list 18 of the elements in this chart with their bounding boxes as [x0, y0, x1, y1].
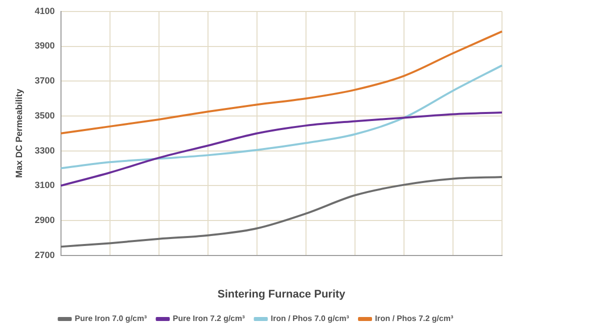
- legend-label: Pure Iron 7.0 g/cm³: [74, 314, 148, 324]
- y-tick-label: 3700: [34, 76, 55, 86]
- x-axis-title: Sintering Furnace Purity: [218, 288, 346, 300]
- legend-label: Iron / Phos 7.2 g/cm³: [375, 314, 454, 324]
- line-series: [60, 176, 503, 248]
- y-tick-label: 4100: [34, 6, 55, 16]
- y-tick-label: 2900: [34, 215, 55, 226]
- y-axis-title: Max DC Permeability: [14, 88, 24, 178]
- y-tick-label: 3500: [34, 110, 55, 120]
- y-tick-label: 2700: [34, 250, 55, 260]
- line-series: [60, 30, 503, 134]
- y-tick-label: 3900: [34, 40, 55, 51]
- y-tick-label: 3100: [34, 180, 55, 190]
- legend-label: Pure Iron 7.2 g/cm³: [172, 314, 246, 324]
- line-series: [60, 111, 503, 187]
- line-series: [60, 64, 503, 170]
- legend-label: Iron / Phos 7.0 g/cm³: [270, 314, 350, 324]
- y-tick-label: 3300: [34, 145, 55, 156]
